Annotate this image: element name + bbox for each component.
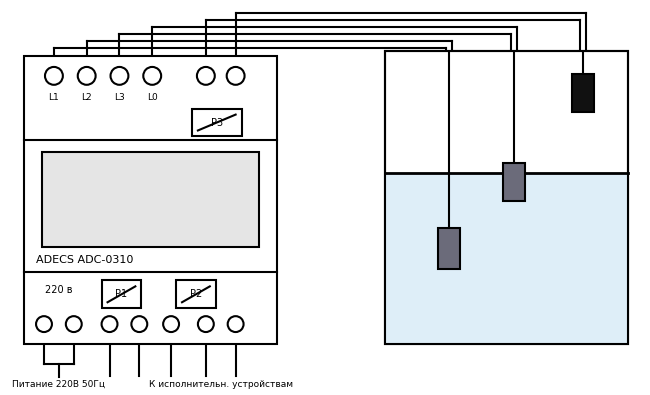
Circle shape xyxy=(111,67,129,85)
Bar xyxy=(24,56,278,344)
Bar xyxy=(176,280,216,308)
Bar xyxy=(438,228,460,269)
Text: L1: L1 xyxy=(49,93,59,102)
Text: L0: L0 xyxy=(147,93,157,102)
Circle shape xyxy=(101,316,118,332)
Text: L2: L2 xyxy=(81,93,92,102)
Circle shape xyxy=(131,316,148,332)
Text: Питание 220В 50Гц: Питание 220В 50Гц xyxy=(12,380,105,389)
Bar xyxy=(42,152,259,246)
Text: L3: L3 xyxy=(114,93,125,102)
Bar xyxy=(385,51,628,344)
Bar xyxy=(502,163,525,201)
Bar xyxy=(385,51,628,344)
Circle shape xyxy=(163,316,179,332)
Circle shape xyxy=(227,67,244,85)
Bar xyxy=(385,173,627,344)
Bar xyxy=(572,74,594,112)
Circle shape xyxy=(143,67,161,85)
Circle shape xyxy=(227,316,244,332)
Text: 220 в: 220 в xyxy=(45,285,73,295)
Bar xyxy=(101,280,141,308)
Circle shape xyxy=(197,67,214,85)
Circle shape xyxy=(78,67,96,85)
Text: К исполнительн. устройствам: К исполнительн. устройствам xyxy=(149,380,292,389)
Text: P1: P1 xyxy=(116,289,127,299)
Circle shape xyxy=(36,316,52,332)
Circle shape xyxy=(66,316,82,332)
Bar xyxy=(192,109,242,136)
Circle shape xyxy=(198,316,214,332)
Text: ADECS ADC-0310: ADECS ADC-0310 xyxy=(36,255,133,265)
Text: P3: P3 xyxy=(211,118,223,128)
Circle shape xyxy=(45,67,63,85)
Text: P2: P2 xyxy=(190,289,202,299)
